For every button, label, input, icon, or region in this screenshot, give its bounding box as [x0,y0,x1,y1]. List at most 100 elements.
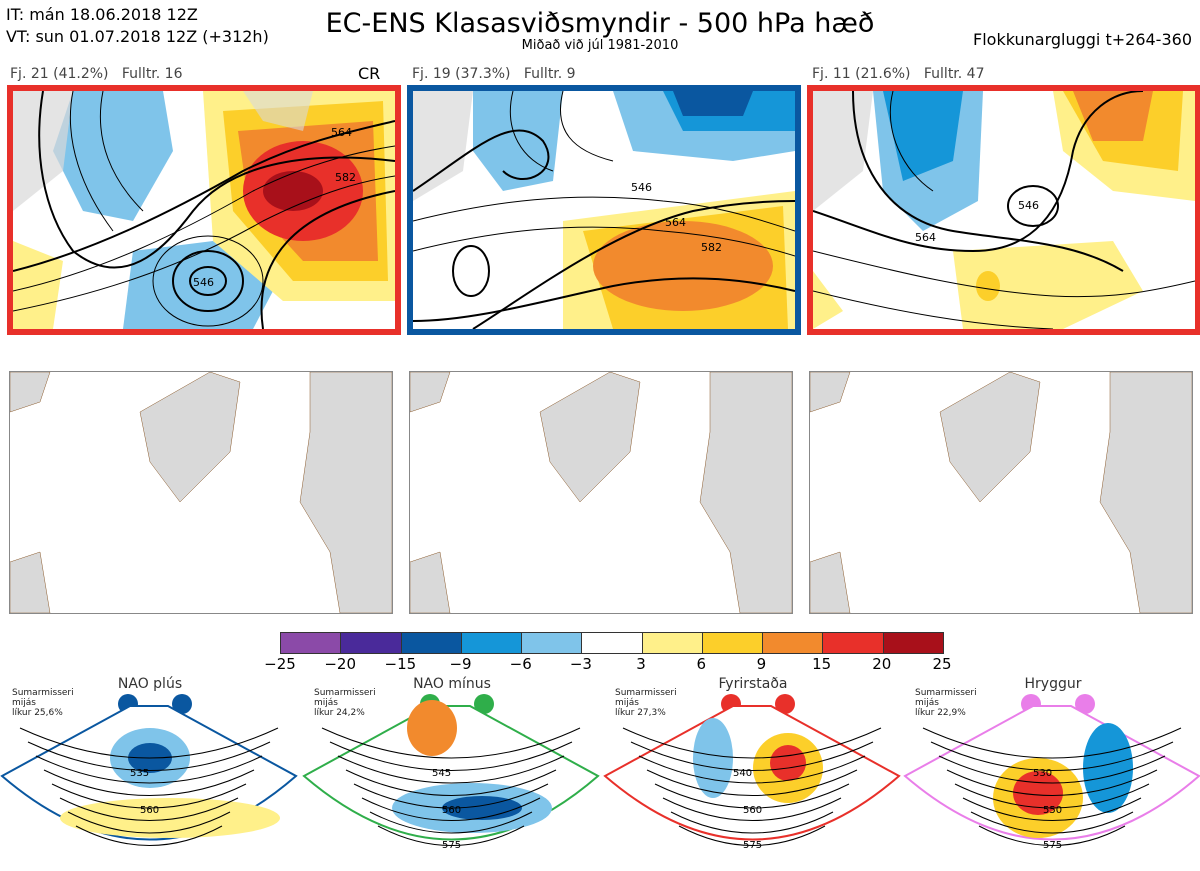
regime-note: Sumarmisseri mijás líkur 24,2% [314,688,376,718]
height-contour [654,783,850,809]
height-contour [662,797,842,821]
base-map-land [810,372,1192,613]
anomaly-shading [770,745,806,781]
colorbar-tick-label: 25 [932,655,952,673]
height-contour [75,825,223,846]
contour-label: 530 [1033,768,1052,779]
height-contour [954,783,1150,809]
regime-title: NAO mínus [413,676,491,692]
regime-sector-map: 535 560 [0,705,298,846]
anomaly-shading [60,798,280,838]
contour-label: 546 [193,276,214,289]
anomaly-shading [693,718,733,798]
contour-label: 560 [743,805,762,816]
regime-marker-dot [172,694,192,714]
contour-label: 545 [432,768,451,779]
height-contour [361,797,541,821]
base-map-2 [409,371,793,614]
contour-label: 564 [665,216,686,229]
contour-label: 560 [442,805,461,816]
base-map-3 [809,371,1193,614]
regime-note: Sumarmisseri mijás líkur 27,3% [615,688,677,718]
colorbar-segment [401,633,462,653]
colorbar-segment [702,633,764,653]
height-contour [622,727,882,759]
contour-label: 550 [1043,805,1062,816]
initial-time: IT: mán 18.06.2018 12Z [6,5,198,24]
page-subtitle: Miðað við júl 1981-2010 [521,38,679,53]
anomaly-shading [407,700,457,756]
anomaly-shading [442,796,522,820]
height-contour [938,755,1166,784]
regime-title: Fyrirstaða [718,676,788,692]
base-map-land [410,372,792,613]
colorbar-tick-label: 3 [636,655,646,673]
height-contour [19,727,279,759]
cluster-2-label: Fj. 19 (37.3%) Fulltr. 9 [412,66,576,82]
cluster-1-tag: CR [358,64,381,83]
header-run-info: IT: mán 18.06.2018 12Z VT: sun 01.07.201… [6,4,269,48]
contour-label: 564 [915,231,936,244]
height-contour [970,811,1134,834]
cluster-3-map: 546 564 [807,85,1200,335]
regime-title: NAO plús [117,676,183,692]
cluster-1-label: Fj. 21 (41.2%) Fulltr. 16 [10,66,183,82]
anomaly-shading [1083,723,1133,813]
height-contour [27,741,271,771]
height-contour [630,741,874,771]
classification-window: Flokkunargluggi t+264-360 [973,30,1192,49]
colorbar-segment [461,633,523,653]
cluster-2-anomaly-map: 546 564 582 [413,91,795,329]
colorbar-tick-label: −6 [509,655,532,673]
height-contour [353,783,549,809]
regime-sector-map: 530 550 575 [903,705,1200,851]
colorbar-segment [582,633,643,653]
height-contour [978,825,1126,846]
height-contour [922,727,1182,759]
cluster-1-anomaly-map: 564 546 582 [13,91,395,329]
contour-label: 582 [335,171,356,184]
contour-label: 575 [743,840,762,851]
height-contour [638,755,866,784]
height-contour [67,811,231,834]
contour-label: 564 [331,126,352,139]
colorbar-tick-label: 9 [756,655,767,673]
cluster-1-map: 564 546 582 [7,85,401,335]
cluster-3-label: Fj. 11 (21.6%) Fulltr. 47 [812,66,985,82]
regime-sector-map: 540 560 575 [603,705,901,851]
height-contour [43,769,255,796]
height-contour [962,797,1142,821]
regime-note: Sumarmisseri mijás líkur 22,9% [915,688,977,718]
contour-label: 575 [442,840,461,851]
height-contour [646,769,858,796]
colorbar-tick-label: 6 [696,655,707,673]
contour-label: 575 [1043,840,1062,851]
colorbar-tick-label: 20 [872,655,892,673]
colorbar-segment [823,633,884,653]
base-map-1 [9,371,393,614]
height-contour [321,727,581,759]
colorbar-segment [763,633,824,653]
page-title: EC-ENS Klasasviðsmyndir - 500 hPa hæð [325,8,875,39]
height-contour [377,825,525,846]
colorbar-segment [883,633,943,653]
valid-time: VT: sun 01.07.2018 12Z (+312h) [6,27,269,46]
colorbar-tick-label: −3 [569,655,592,673]
anomaly-shading [1013,771,1063,815]
height-contour [35,755,263,784]
colorbar-tick-label: −25 [264,655,296,673]
colorbar-segment [642,633,703,653]
contour-label: 582 [701,241,722,254]
regime-marker-dot [474,694,494,714]
regime-title: Hryggur [1024,676,1082,692]
colorbar-tick-label: 15 [812,655,832,673]
height-contour [946,769,1158,796]
cluster-2-map: 546 564 582 [407,85,801,335]
contour-label: 540 [733,768,752,779]
height-contour [345,769,557,796]
height-contour [329,741,573,771]
contour-label: 546 [1018,199,1039,212]
regime-marker-dot [775,694,795,714]
regime-note: Sumarmisseri mijás líkur 25,6% [12,688,74,718]
base-map-land [10,372,392,613]
